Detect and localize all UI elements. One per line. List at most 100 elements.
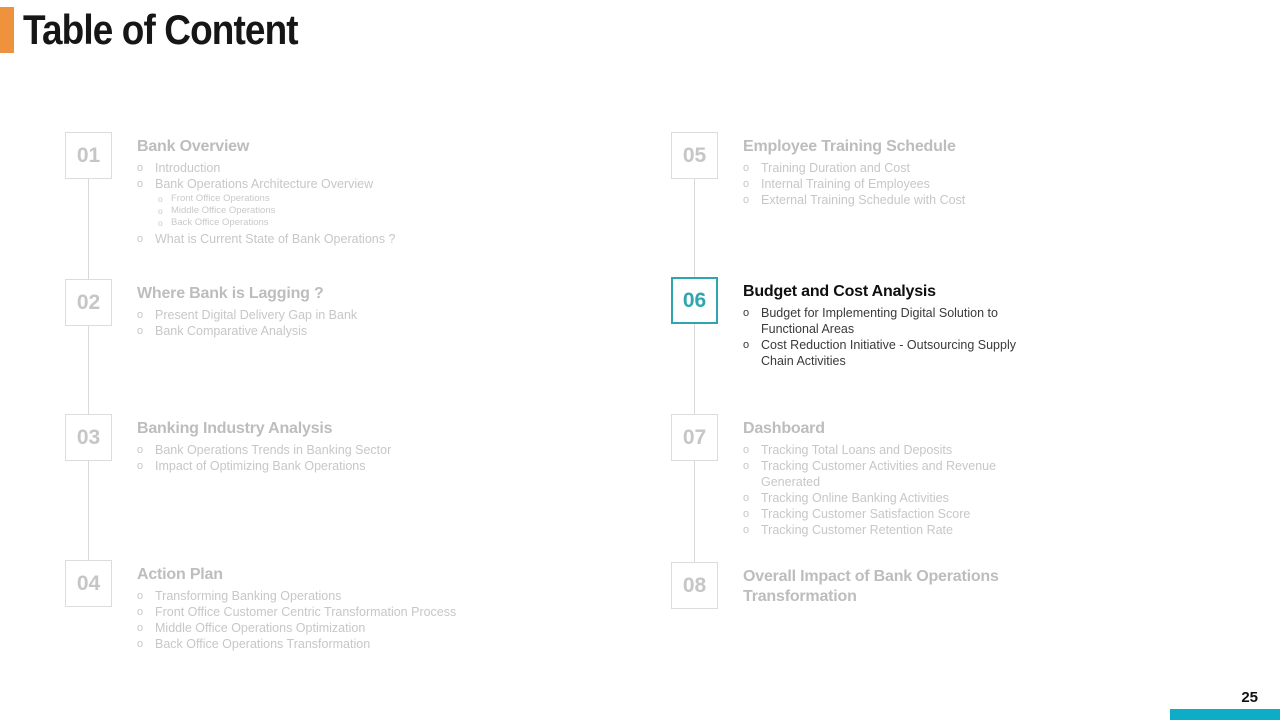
bullet-item: Back Office Operations Transformation [137, 636, 637, 652]
bullet-item: Bank Comparative Analysis [137, 323, 637, 339]
connector-line [694, 179, 695, 277]
bullet-text: Bank Comparative Analysis [155, 324, 308, 338]
toc-section-04: 04 Action Plan Transforming Banking Oper… [65, 560, 637, 652]
bullet-text: Impact of Optimizing Bank Operations [155, 459, 366, 473]
bullet-item: Transforming Banking Operations [137, 588, 637, 604]
bullet-list: Introduction Bank Operations Architectur… [137, 160, 637, 192]
section-number: 04 [76, 571, 101, 595]
bullet-text: Tracking Total Loans and Deposits [761, 443, 953, 457]
section-number-box: 04 [65, 560, 112, 607]
sub-bullet-text: Back Office Operations [171, 217, 269, 228]
bullet-text: Tracking Customer Retention Rate [761, 523, 953, 537]
section-number: 05 [682, 143, 707, 167]
section-number: 03 [76, 425, 101, 449]
bullet-text: Budget for Implementing Digital Solution… [761, 306, 998, 336]
bullet-item: Introduction [137, 160, 637, 176]
section-content: Overall Impact of Bank Operations Transf… [743, 562, 1043, 610]
section-number-box: 03 [65, 414, 112, 461]
sub-bullet-text: Middle Office Operations [171, 205, 276, 216]
bullet-text: Training Duration and Cost [761, 161, 910, 175]
bullet-item: Internal Training of Employees [743, 176, 1043, 192]
bullet-item: Tracking Customer Retention Rate [743, 522, 1043, 538]
page-title: Table of Content [23, 6, 299, 53]
bullet-text: Bank Operations Architecture Overview [155, 177, 374, 191]
bullet-item: Tracking Customer Satisfaction Score [743, 506, 1043, 522]
bullet-text: Front Office Customer Centric Transforma… [155, 605, 457, 619]
section-title: Budget and Cost Analysis [743, 283, 936, 300]
title-accent-bar [0, 7, 14, 53]
bullet-item: Budget for Implementing Digital Solution… [743, 305, 1043, 337]
toc-section-01: 01 Bank Overview Introduction Bank Opera… [65, 132, 637, 247]
section-content: Banking Industry Analysis Bank Operation… [137, 414, 637, 474]
sub-bullet-text: Front Office Operations [171, 193, 270, 204]
sub-bullet-item: Front Office Operations [158, 193, 637, 205]
section-number-box: 07 [671, 414, 718, 461]
section-title: Employee Training Schedule [743, 138, 956, 155]
sub-bullet-item: Back Office Operations [158, 217, 637, 229]
bullet-item: Tracking Total Loans and Deposits [743, 442, 1043, 458]
bullet-item: Impact of Optimizing Bank Operations [137, 458, 637, 474]
section-number-box: 01 [65, 132, 112, 179]
section-number: 06 [682, 288, 707, 312]
bullet-text: Transforming Banking Operations [155, 589, 342, 603]
section-content: Employee Training Schedule Training Dura… [743, 132, 1043, 208]
bullet-text: Bank Operations Trends in Banking Sector [155, 443, 392, 457]
section-content: Budget and Cost Analysis Budget for Impl… [743, 277, 1043, 369]
bullet-text: Internal Training of Employees [761, 177, 930, 191]
bullet-list: Present Digital Delivery Gap in Bank Ban… [137, 307, 637, 339]
bullet-text: Cost Reduction Initiative - Outsourcing … [761, 338, 1016, 368]
bullet-text: Tracking Customer Activities and Revenue… [761, 459, 997, 489]
bullet-text: Present Digital Delivery Gap in Bank [155, 308, 358, 322]
section-title: Overall Impact of Bank Operations Transf… [743, 568, 999, 605]
connector-line [88, 461, 89, 560]
bullet-item: Training Duration and Cost [743, 160, 1043, 176]
section-content: Bank Overview Introduction Bank Operatio… [137, 132, 637, 247]
bullet-list: Training Duration and Cost Internal Trai… [743, 160, 1043, 208]
bullet-item: Tracking Online Banking Activities [743, 490, 1043, 506]
slide-header: Table of Content [0, 7, 335, 53]
section-number: 01 [76, 143, 101, 167]
section-number: 08 [682, 573, 707, 597]
bullet-list: Transforming Banking Operations Front Of… [137, 588, 637, 652]
bullet-list: Tracking Total Loans and Deposits Tracki… [743, 442, 1043, 538]
bullet-item: Bank Operations Architecture Overview [137, 176, 637, 192]
bullet-text: External Training Schedule with Cost [761, 193, 966, 207]
section-number-box: 02 [65, 279, 112, 326]
bullet-item: Front Office Customer Centric Transforma… [137, 604, 637, 620]
section-title: Dashboard [743, 420, 825, 437]
section-number-box: 05 [671, 132, 718, 179]
toc-section-05: 05 Employee Training Schedule Training D… [671, 132, 1043, 208]
connector-line [694, 324, 695, 414]
sub-bullet-list: Front Office Operations Middle Office Op… [137, 193, 637, 229]
sub-bullet-item: Middle Office Operations [158, 205, 637, 217]
bullet-item: Middle Office Operations Optimization [137, 620, 637, 636]
section-content: Dashboard Tracking Total Loans and Depos… [743, 414, 1043, 538]
toc-section-07: 07 Dashboard Tracking Total Loans and De… [671, 414, 1043, 538]
bullet-item: Tracking Customer Activities and Revenue… [743, 458, 1043, 490]
bullet-list: Budget for Implementing Digital Solution… [743, 305, 1043, 369]
section-number-box: 06 [671, 277, 718, 324]
toc-section-08: 08 Overall Impact of Bank Operations Tra… [671, 562, 1043, 610]
connector-line [88, 326, 89, 414]
section-content: Where Bank is Lagging ? Present Digital … [137, 279, 637, 339]
bullet-list: Bank Operations Trends in Banking Sector… [137, 442, 637, 474]
bullet-item: Present Digital Delivery Gap in Bank [137, 307, 637, 323]
section-title: Banking Industry Analysis [137, 420, 333, 437]
bullet-text: What is Current State of Bank Operations… [155, 232, 396, 246]
bullet-item: Bank Operations Trends in Banking Sector [137, 442, 637, 458]
section-title: Where Bank is Lagging ? [137, 285, 324, 302]
toc-section-02: 02 Where Bank is Lagging ? Present Digit… [65, 279, 637, 339]
bullet-item: External Training Schedule with Cost [743, 192, 1043, 208]
section-title: Action Plan [137, 566, 223, 583]
section-title: Bank Overview [137, 138, 250, 155]
connector-line [88, 179, 89, 279]
footer-accent-bar [1170, 709, 1280, 720]
connector-line [694, 461, 695, 562]
bullet-text: Tracking Online Banking Activities [761, 491, 949, 505]
toc-section-06-active: 06 Budget and Cost Analysis Budget for I… [671, 277, 1043, 369]
bullet-item: What is Current State of Bank Operations… [137, 231, 637, 247]
section-number: 07 [682, 425, 707, 449]
bullet-text: Back Office Operations Transformation [155, 637, 371, 651]
bullet-text: Tracking Customer Satisfaction Score [761, 507, 971, 521]
